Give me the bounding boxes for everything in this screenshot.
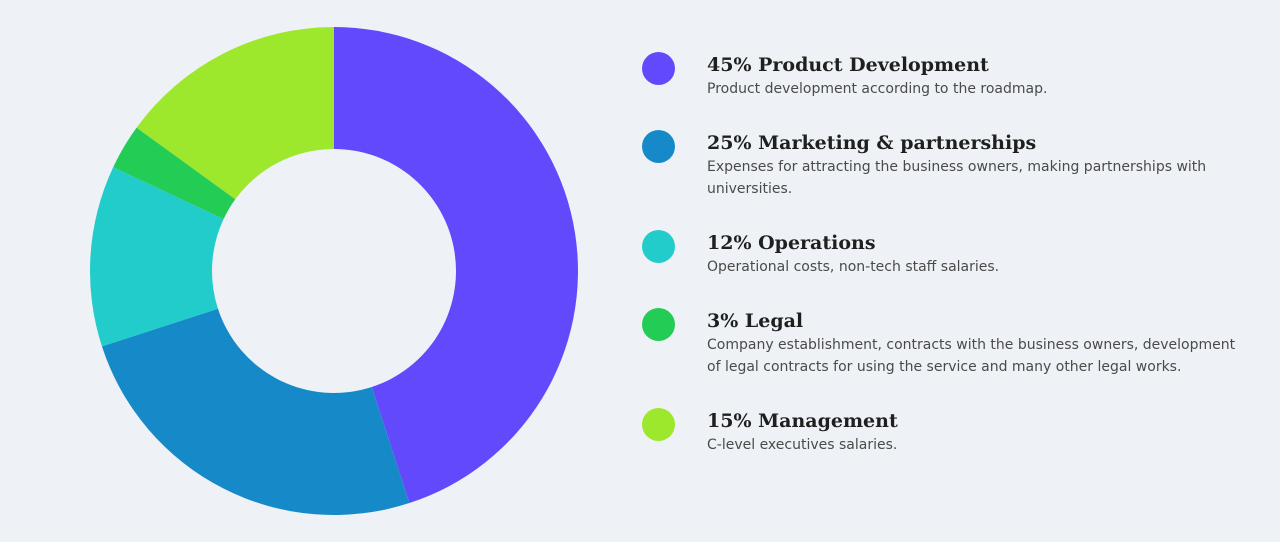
donut-slice-marketing-partnerships (101, 308, 410, 515)
legend-desc-legal: Company establishment, contracts with th… (707, 337, 1236, 375)
legend-dot-legal (642, 308, 675, 341)
legend-title-marketing: 25% Marketing & partnerships (707, 132, 1037, 154)
legend-title-product-development: 45% Product Development (707, 54, 989, 76)
legend-dot-product-development (642, 52, 675, 85)
legend-title-management: 15% Management (707, 410, 898, 432)
donut-slice-management (136, 27, 334, 200)
legend-dot-marketing (642, 130, 675, 163)
donut-slice-product-development (334, 27, 578, 504)
donut-slice-operations (90, 167, 224, 347)
legend-desc-marketing: Expenses for attracting the business own… (707, 159, 1207, 197)
legend-title-operations: 12% Operations (707, 232, 876, 254)
donut-chart (90, 27, 578, 515)
legend-title-legal: 3% Legal (707, 310, 804, 332)
legend-dot-operations (642, 230, 675, 263)
legend-dot-management (642, 408, 675, 441)
legend-desc-operations: Operational costs, non-tech staff salari… (707, 259, 1000, 275)
donut-slice-legal (113, 127, 236, 220)
legend-desc-product-development: Product development according to the roa… (707, 81, 1048, 97)
legend-desc-management: C-level executives salaries. (707, 437, 898, 453)
